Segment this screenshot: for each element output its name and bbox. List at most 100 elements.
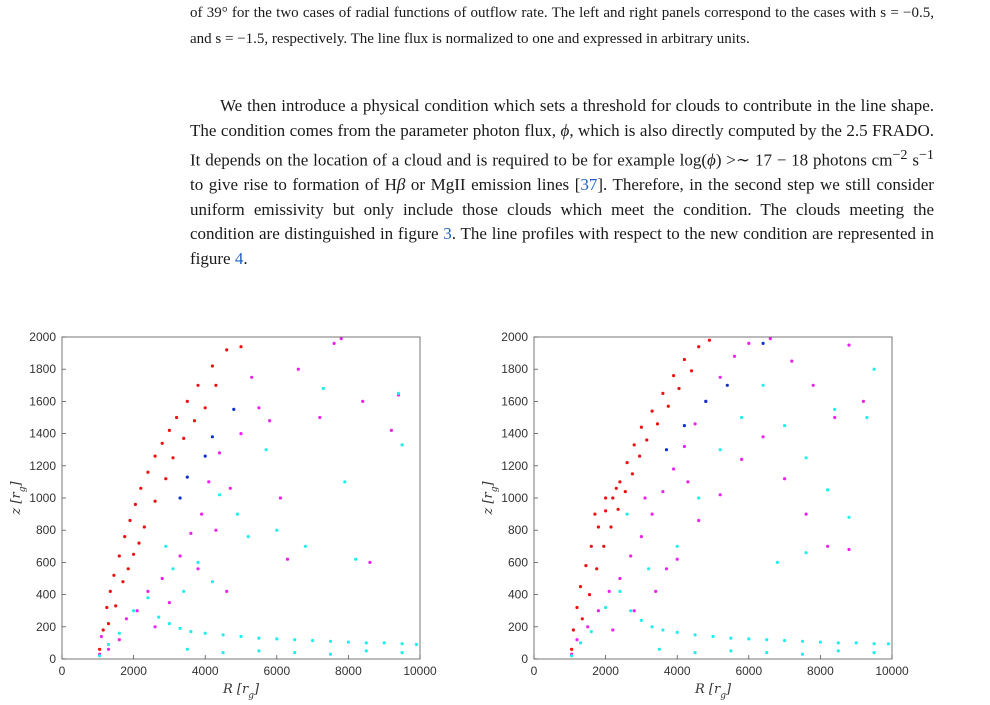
- data-point: [106, 642, 111, 647]
- data-point: [618, 480, 622, 484]
- data-point: [221, 651, 225, 655]
- data-point: [861, 399, 865, 403]
- data-point: [732, 354, 737, 358]
- data-point: [584, 564, 588, 568]
- data-point: [657, 647, 661, 651]
- data-point: [697, 496, 701, 500]
- x-tick-label: 4000: [192, 664, 219, 678]
- left-scatter-plot: 0 2000 4000 6000 8000 10000 0 200 400 600 800 1000 1…: [9, 330, 437, 701]
- data-point: [707, 338, 711, 342]
- data-point: [596, 609, 600, 613]
- data-point: [264, 448, 268, 452]
- data-point: [278, 496, 282, 500]
- data-point: [725, 383, 729, 387]
- data-point: [112, 573, 116, 577]
- data-point: [196, 567, 200, 571]
- paragraph-part: , which is also directly computed by the…: [190, 120, 934, 170]
- y-tick-label: 800: [508, 523, 528, 537]
- data-point: [160, 576, 164, 581]
- data-point: [101, 628, 105, 632]
- data-point: [650, 512, 654, 516]
- data-point: [185, 647, 189, 651]
- data-point: [854, 641, 858, 645]
- data-point: [639, 618, 643, 622]
- y-tick-label: 1200: [501, 459, 528, 473]
- data-point: [207, 480, 211, 484]
- data-point: [203, 631, 207, 635]
- y-tick-label: 200: [508, 620, 528, 634]
- y-tick-label: 1600: [501, 394, 528, 408]
- data-point: [689, 369, 694, 373]
- data-point: [718, 375, 722, 379]
- y-tick-label: 1000: [29, 491, 56, 505]
- data-point: [682, 424, 686, 428]
- data-point: [711, 634, 715, 639]
- left-scatter-panel: 0 2000 4000 6000 8000 10000 0 200 400 600 800 1000 1…: [0, 322, 470, 705]
- data-point: [396, 391, 401, 395]
- data-point: [182, 589, 186, 593]
- data-point: [661, 490, 665, 494]
- data-point: [382, 641, 386, 645]
- data-point: [368, 560, 372, 564]
- data-point: [185, 475, 189, 479]
- data-point: [686, 480, 690, 484]
- figure-link[interactable]: 3: [443, 224, 452, 244]
- data-point: [257, 649, 261, 653]
- data-point: [400, 443, 404, 447]
- y-tick-label: 0: [49, 652, 56, 666]
- data-point: [800, 639, 805, 643]
- data-point: [800, 652, 805, 656]
- series-1: [98, 337, 401, 656]
- y-tick-label: 0: [521, 652, 528, 666]
- data-point: [729, 649, 733, 653]
- data-point: [275, 528, 279, 532]
- paragraph-part: to give rise to formation of H: [190, 175, 397, 195]
- data-point: [761, 435, 765, 439]
- axes-frame: [533, 336, 893, 660]
- data-point: [718, 493, 722, 497]
- data-point: [196, 383, 200, 387]
- data-point: [108, 589, 112, 593]
- data-point: [596, 525, 600, 529]
- data-point: [629, 554, 633, 558]
- data-point: [117, 638, 121, 642]
- data-point: [847, 547, 851, 552]
- data-point: [257, 636, 261, 640]
- data-point: [106, 647, 111, 651]
- data-point: [400, 651, 404, 655]
- data-point: [137, 541, 141, 545]
- data-point: [589, 544, 593, 548]
- data-point: [167, 601, 171, 605]
- x-tick-label: 6000: [263, 664, 290, 678]
- data-point: [293, 651, 297, 655]
- data-point: [632, 609, 636, 613]
- data-point: [146, 596, 150, 600]
- data-point: [578, 641, 583, 645]
- data-point: [343, 480, 347, 484]
- figure-caption: of 39° for the two cases of radial funct…: [190, 0, 934, 52]
- data-point: [718, 448, 722, 452]
- paragraph-part: We then introduce a physical condition w…: [190, 96, 934, 140]
- data-point: [296, 367, 300, 371]
- data-point: [178, 496, 182, 500]
- data-point: [146, 470, 150, 474]
- y-tick-label: 400: [36, 588, 56, 602]
- data-point: [580, 617, 584, 621]
- data-point: [604, 605, 608, 610]
- x-tick-label: 10000: [403, 664, 437, 678]
- data-point: [847, 343, 851, 347]
- data-point: [346, 640, 350, 644]
- paragraph-part: ]. Therefore, in the second step we stil…: [190, 175, 934, 244]
- data-point: [865, 415, 869, 420]
- citation-link[interactable]: 37: [580, 175, 598, 195]
- data-point: [257, 406, 261, 410]
- data-point: [228, 486, 232, 490]
- paragraph-text: We then introduce a physical condition w…: [190, 94, 934, 271]
- data-point: [804, 512, 808, 516]
- data-point: [836, 641, 840, 645]
- y-tick-label: 2000: [29, 330, 56, 344]
- data-point: [607, 589, 611, 593]
- data-point: [239, 345, 243, 349]
- figure-link[interactable]: 4: [234, 248, 244, 268]
- data-point: [639, 535, 643, 539]
